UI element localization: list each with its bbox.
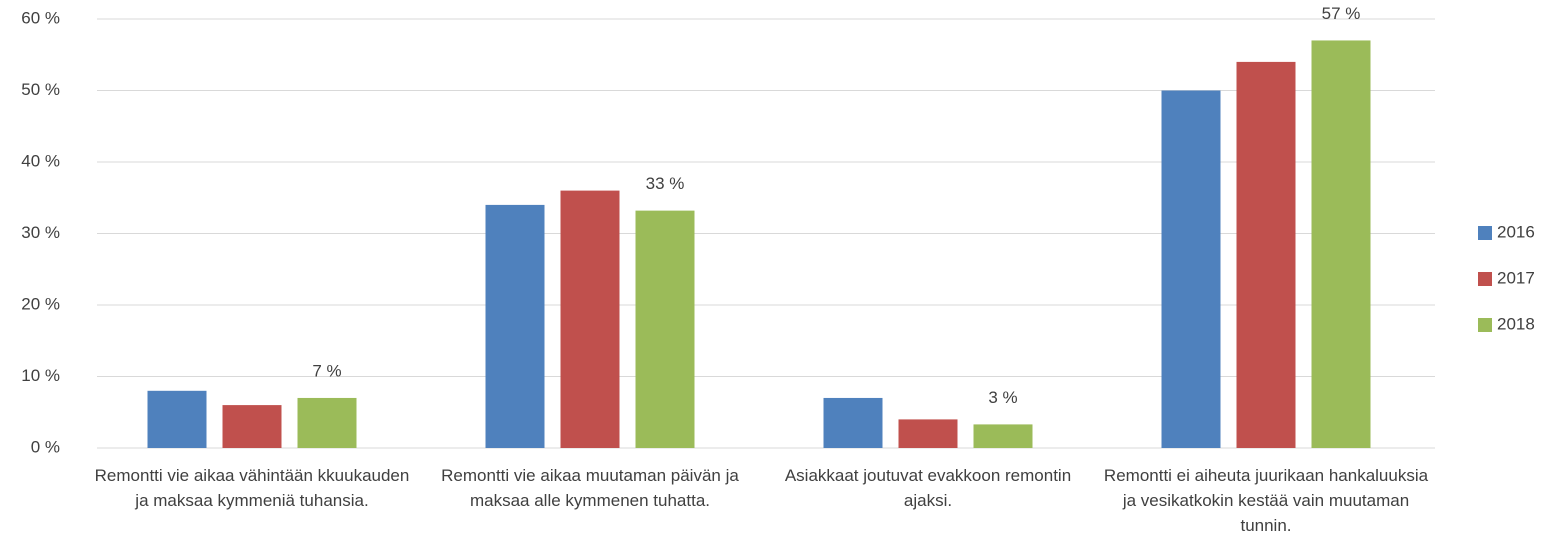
y-tick-label: 60 %	[21, 8, 60, 27]
bar	[297, 397, 357, 448]
bar	[1161, 90, 1221, 448]
bar	[635, 210, 695, 448]
legend-label: 2018	[1497, 314, 1535, 333]
legend-swatch	[1478, 272, 1492, 286]
x-tick-label: Remontti vie aikaa muutaman päivän ja ma…	[441, 466, 739, 510]
y-tick-label: 40 %	[21, 151, 60, 170]
x-tick-label: Asiakkaat joutuvat evakkoon remontin aja…	[784, 466, 1072, 510]
data-label: 7 %	[312, 361, 341, 380]
y-tick-label: 10 %	[21, 366, 60, 385]
bar	[1236, 61, 1296, 449]
data-label: 3 %	[988, 388, 1017, 407]
legend-swatch	[1478, 318, 1492, 332]
legend-swatch	[1478, 226, 1492, 240]
legend-label: 2016	[1497, 222, 1535, 241]
x-tick-label: Remontti ei aiheuta juurikaan hankaluuks…	[1103, 466, 1429, 535]
bar	[898, 419, 958, 448]
bar	[973, 424, 1033, 448]
y-tick-label: 30 %	[21, 223, 60, 242]
y-tick-label: 0 %	[31, 437, 60, 456]
legend-label: 2017	[1497, 268, 1535, 287]
y-tick-label: 20 %	[21, 294, 60, 313]
bar	[823, 397, 883, 448]
data-label: 57 %	[1322, 4, 1361, 23]
x-tick-label: Remontti vie aikaa vähintään kkuukauden …	[94, 466, 410, 510]
y-tick-label: 50 %	[21, 80, 60, 99]
data-label: 33 %	[646, 174, 685, 193]
bar	[560, 190, 620, 448]
bar	[485, 204, 545, 448]
bar	[1311, 40, 1371, 448]
bar	[147, 390, 207, 448]
bar	[222, 405, 282, 448]
